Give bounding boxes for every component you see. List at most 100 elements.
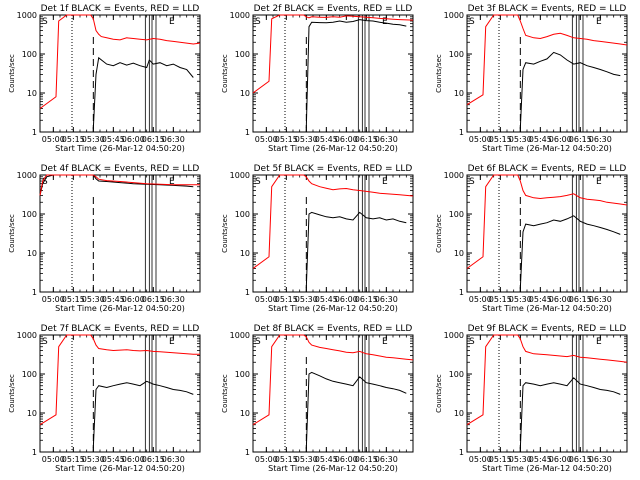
- start-marker-label: S: [469, 177, 475, 187]
- end-marker-label: E: [169, 17, 175, 27]
- x-tick-label: 05:15: [275, 295, 298, 304]
- y-axis-label: Counts/sec: [8, 374, 16, 413]
- x-tick-label: 05:15: [62, 295, 85, 304]
- y-tick-label: 1: [32, 448, 37, 457]
- start-marker-label: S: [42, 17, 48, 27]
- plot-frame: [466, 174, 628, 293]
- x-tick-label: 06:00: [549, 135, 572, 144]
- x-tick-label: 06:00: [549, 455, 572, 464]
- start-marker-label: S: [255, 337, 261, 347]
- events-series-line: [92, 380, 194, 448]
- x-tick-label: 06:15: [355, 295, 378, 304]
- y-axis-label: Counts/sec: [8, 214, 16, 253]
- x-tick-label: 06:30: [375, 135, 398, 144]
- x-tick-label: 05:45: [102, 455, 125, 464]
- x-tick-label: 05:45: [529, 295, 552, 304]
- y-tick-label: 100: [235, 50, 250, 59]
- x-tick-label: 05:15: [62, 455, 85, 464]
- x-tick-label: 06:30: [162, 295, 185, 304]
- panel-8: Det 8f BLACK = Events, RED = LLD 1 10 100 10…: [221, 324, 414, 473]
- x-tick-label: 06:00: [335, 455, 358, 464]
- x-tick-label: 05:30: [82, 455, 105, 464]
- x-tick-label: 06:30: [375, 455, 398, 464]
- y-axis-label: Counts/sec: [435, 214, 443, 253]
- y-tick-label: 1000: [444, 171, 464, 180]
- x-tick-label: 05:30: [509, 295, 532, 304]
- x-axis-label: Start Time (26-Mar-12 04:50:20): [55, 304, 185, 313]
- lld-series-line: [252, 14, 414, 94]
- y-tick-label: 1000: [444, 11, 464, 20]
- x-tick-label: 06:30: [162, 135, 185, 144]
- y-tick-label: 10: [240, 409, 250, 418]
- y-tick-label: 10: [240, 89, 250, 98]
- x-tick-label: 06:15: [569, 135, 592, 144]
- y-tick-label: 10: [454, 249, 464, 258]
- panel-7: Det 7f BLACK = Events, RED = LLD 1 10 100 10…: [8, 324, 201, 473]
- x-tick-label: 05:15: [275, 455, 298, 464]
- x-tick-label: 05:45: [102, 295, 125, 304]
- x-axis-label: Start Time (26-Mar-12 04:50:20): [55, 464, 185, 473]
- panel-1: Det 1f BLACK = Events, RED = LLD 1 10 100 10…: [8, 4, 201, 153]
- start-marker-label: S: [42, 177, 48, 187]
- y-tick-label: 1000: [17, 171, 37, 180]
- plot-frame: [252, 14, 414, 133]
- y-tick-label: 10: [27, 89, 37, 98]
- x-tick-label: 05:00: [255, 295, 278, 304]
- y-axis-label: Counts/sec: [8, 54, 16, 93]
- end-marker-label: E: [382, 337, 388, 347]
- x-tick-label: 05:45: [315, 455, 338, 464]
- x-tick-label: 05:15: [489, 455, 512, 464]
- x-tick-label: 06:30: [589, 135, 612, 144]
- lld-series-line: [39, 174, 200, 196]
- start-marker-label: S: [42, 337, 48, 347]
- start-marker-label: S: [255, 17, 261, 27]
- x-axis-label: Start Time (26-Mar-12 04:50:20): [482, 304, 612, 313]
- lld-series-line: [466, 334, 628, 426]
- x-tick-label: 05:15: [275, 135, 298, 144]
- plot-frame: [466, 14, 628, 133]
- x-tick-label: 05:00: [255, 135, 278, 144]
- x-tick-label: 06:00: [335, 135, 358, 144]
- x-tick-label: 06:30: [589, 295, 612, 304]
- x-tick-label: 05:00: [469, 135, 492, 144]
- y-tick-label: 1: [459, 288, 464, 297]
- x-axis-label: Start Time (26-Mar-12 04:50:20): [482, 144, 612, 153]
- events-series-line: [305, 211, 407, 288]
- start-marker-label: S: [255, 177, 261, 187]
- y-tick-label: 1000: [230, 11, 250, 20]
- end-marker-label: E: [596, 17, 602, 27]
- y-tick-label: 100: [22, 370, 37, 379]
- y-tick-label: 1000: [230, 331, 250, 340]
- x-tick-label: 06:15: [569, 455, 592, 464]
- panel-title: Det 1f BLACK = Events, RED = LLD: [41, 4, 200, 14]
- x-axis-label: Start Time (26-Mar-12 04:50:20): [268, 304, 398, 313]
- x-tick-label: 05:00: [469, 455, 492, 464]
- events-series-line: [92, 56, 194, 129]
- lld-series-line: [252, 174, 414, 269]
- y-axis-label: Counts/sec: [435, 54, 443, 93]
- y-axis-label: Counts/sec: [221, 54, 229, 93]
- plot-frame: [252, 174, 414, 293]
- panel-title: Det 8f BLACK = Events, RED = LLD: [254, 324, 413, 334]
- x-tick-label: 05:00: [469, 295, 492, 304]
- y-axis-label: Counts/sec: [221, 374, 229, 413]
- y-tick-label: 100: [22, 50, 37, 59]
- x-tick-label: 05:15: [489, 295, 512, 304]
- y-tick-label: 100: [235, 210, 250, 219]
- y-tick-label: 100: [449, 370, 464, 379]
- lld-series-line: [252, 334, 414, 426]
- y-tick-label: 10: [27, 249, 37, 258]
- end-marker-label: E: [596, 337, 602, 347]
- y-tick-label: 10: [27, 409, 37, 418]
- events-series-line: [519, 51, 621, 129]
- y-tick-label: 100: [449, 50, 464, 59]
- x-tick-label: 06:00: [122, 455, 145, 464]
- end-marker-label: E: [382, 17, 388, 27]
- panel-title: Det 3f BLACK = Events, RED = LLD: [468, 4, 627, 14]
- x-tick-label: 05:30: [295, 135, 318, 144]
- end-marker-label: E: [169, 337, 175, 347]
- x-tick-label: 05:00: [42, 135, 65, 144]
- y-tick-label: 10: [454, 89, 464, 98]
- y-tick-label: 100: [235, 370, 250, 379]
